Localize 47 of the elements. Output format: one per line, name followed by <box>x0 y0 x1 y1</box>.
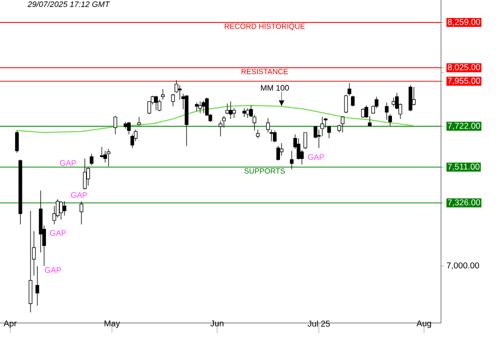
candlestick <box>106 148 110 167</box>
y-tick-label: 8,025.00 <box>448 64 480 72</box>
y-tick-label: 7,326.00 <box>448 199 480 206</box>
candlestick <box>350 95 355 107</box>
y-tick-label: 8,259.00 <box>448 18 480 26</box>
x-tick-label: Aug <box>416 320 432 328</box>
candlestick <box>361 108 365 118</box>
candlestick <box>35 266 40 306</box>
candlestick <box>82 158 87 190</box>
candlestick <box>62 200 66 216</box>
x-tick-label: Jul 25 <box>308 320 330 327</box>
y-tick-label: 7,000.00 <box>446 262 480 270</box>
candlestick <box>114 116 118 135</box>
candlestick <box>272 130 277 142</box>
candlestick <box>290 150 294 170</box>
candlestick <box>202 100 206 114</box>
candlestick <box>161 88 165 100</box>
candlestick <box>232 108 236 118</box>
candlestick <box>276 146 280 161</box>
candlestick <box>392 97 396 107</box>
x-tick-label: Jun <box>210 320 224 326</box>
candlestick <box>158 99 162 112</box>
candlestick <box>127 122 131 135</box>
candlestick <box>15 130 19 154</box>
x-tick-label: Apr <box>4 320 17 328</box>
candlestick <box>320 116 324 137</box>
candlestick <box>198 101 202 114</box>
candlestick <box>178 84 182 100</box>
y-tick-label: 7,722.00 <box>448 122 480 130</box>
y-tick-label: 7,511.00 <box>448 164 480 171</box>
candlestick <box>303 132 308 150</box>
candlestick <box>90 153 94 166</box>
x-tick-label: May <box>104 320 120 328</box>
candlestick <box>154 95 158 111</box>
candlestick <box>340 116 344 133</box>
candlestick <box>80 200 84 225</box>
y-tick-label: 7,955.00 <box>448 78 480 85</box>
candlestick <box>384 102 389 120</box>
candlestick <box>408 84 412 112</box>
candlestick <box>171 94 175 107</box>
candlestick <box>100 146 104 158</box>
candlestick <box>59 200 63 220</box>
candlestick <box>225 103 230 114</box>
candlestick <box>222 116 226 128</box>
candlestick <box>103 150 107 163</box>
candlestick <box>28 210 32 313</box>
candlestick <box>280 142 284 156</box>
